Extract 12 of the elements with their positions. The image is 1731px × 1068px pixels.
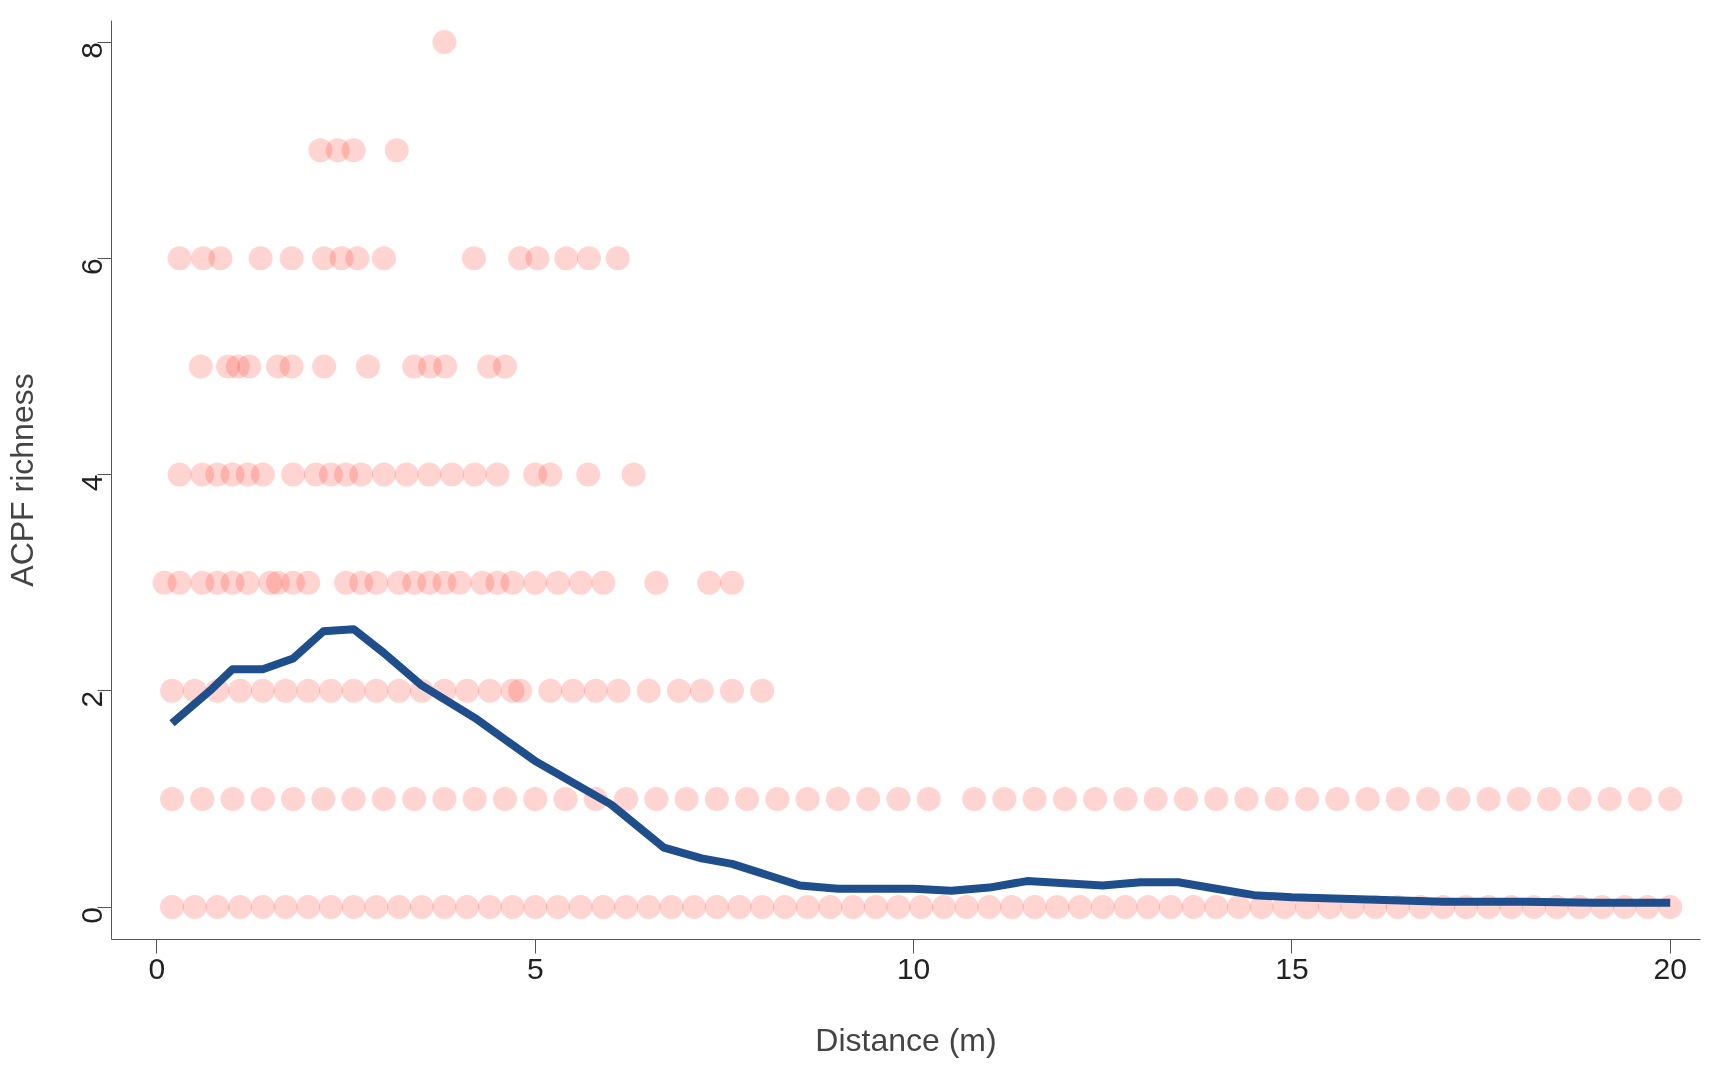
x-tick-label: 20: [1653, 951, 1687, 985]
y-tick-label: 2: [75, 690, 109, 708]
x-tick-label: 0: [148, 951, 166, 985]
x-axis-title: Distance (m): [815, 1021, 997, 1058]
y-tick-label: 8: [75, 42, 109, 59]
y-tick-label: 0: [75, 907, 109, 924]
y-tick-label: 6: [75, 258, 109, 276]
x-tick-label: 10: [896, 951, 931, 985]
x-tick-label: 15: [1275, 951, 1309, 985]
y-axis-title: ACPF richness: [3, 373, 40, 587]
y-tick-label: 4: [75, 474, 109, 492]
x-tick-label: 5: [526, 951, 544, 985]
